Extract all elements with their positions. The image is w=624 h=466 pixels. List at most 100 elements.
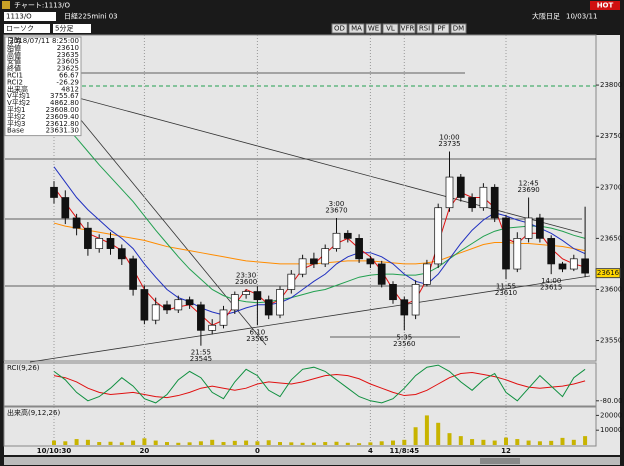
candle-body [185,299,194,306]
volume-bar [97,442,102,445]
volume-bar [255,441,260,445]
candle-body [479,186,488,209]
interval-text[interactable]: 5分足 [55,24,73,33]
volume-bar [492,440,497,445]
volume-bar [300,442,305,445]
info-label: 日時 [7,37,21,45]
trend-line [29,275,591,363]
volume-bar [571,439,576,445]
tool-button[interactable] [450,23,467,34]
info-label: 高値 [7,50,21,59]
volume-bar [504,437,508,445]
volume-bar [345,442,350,445]
candle-body [117,248,126,260]
tool-button[interactable] [382,23,399,34]
volume-bar [311,442,316,445]
annotation-price: 23545 [190,355,212,363]
candle-body [558,263,567,270]
volume-bar [187,442,192,445]
candle-body [377,263,386,285]
info-value: 23605 [57,58,79,66]
candle-body [321,248,330,265]
candle-body [95,238,104,249]
scrollbar[interactable] [4,457,620,465]
y-tick-label: -80.00 [600,397,623,405]
tool-button-label[interactable]: VFR [401,25,415,33]
symbol-input[interactable] [4,12,56,21]
tool-button[interactable] [433,23,450,34]
annotation-time: 12:45 [519,180,539,188]
volume-bar [413,427,418,445]
info-label: 安値 [7,57,21,66]
candle-body [490,186,499,219]
annotation-price: 23600 [235,278,257,286]
annotation-time: 6:10 [250,328,266,336]
info-value: 66.67 [59,72,79,80]
volume-bar [74,439,79,445]
candle-body [84,227,92,249]
tool-button[interactable] [348,23,365,34]
x-tick-label: 0 [255,447,260,455]
volume-bar [266,440,271,445]
chart-style-select[interactable] [4,24,50,33]
info-label: 始値 [7,43,21,52]
tool-button-label[interactable]: DM [453,25,464,33]
annotation-price: 23615 [540,284,562,292]
volume-bar [583,436,588,445]
tool-button-label[interactable]: VL [386,25,395,33]
info-label: RCI2 [7,78,23,86]
rci-line [53,364,586,404]
candle-body [151,304,160,321]
candle-body [174,299,183,311]
candle-body [411,284,420,316]
hot-label[interactable]: HOT [597,2,614,10]
session-date: 10/03/11 [566,13,597,21]
volume-bar [526,440,531,445]
info-label: V平均1 [7,91,30,100]
chart-style-text[interactable]: ローソク [6,25,34,33]
annotation-time: 11:55 [496,282,516,290]
volume-bar [85,439,90,445]
tool-button[interactable] [331,23,348,34]
candle-body [242,291,250,295]
main-panel [3,34,597,362]
candle-body [355,238,363,260]
y-tick-label: 23600 [600,285,622,293]
info-label: 出来高 [7,84,28,93]
tool-button-label[interactable]: OD [334,25,345,33]
info-value: 4812 [61,85,79,93]
candle-body [140,289,149,321]
tool-button-label[interactable]: PF [437,25,445,33]
candle-body [253,291,262,301]
annotation-time: 10:00 [439,134,459,142]
scroll-thumb[interactable] [480,458,520,464]
tool-button-label[interactable]: WE [368,25,379,33]
tool-button[interactable] [416,23,433,34]
hot-button[interactable] [590,1,620,10]
info-label: RCI1 [7,72,23,80]
candle-body [547,238,556,265]
candle-body [72,217,81,229]
info-label: 終値 [7,64,21,73]
volume-bar [176,442,181,445]
tool-button-label[interactable]: MA [351,25,362,33]
x-tick-label: 11/8:45 [389,447,419,455]
volume-bar [63,441,68,445]
tool-button-label[interactable]: RSI [419,25,430,33]
interval-select[interactable] [53,24,91,33]
last-price-label: 23616 [597,269,620,277]
symbol-text[interactable]: 1113/O [6,13,32,21]
tool-button[interactable] [365,23,382,34]
panel-title: RCI(9,26) [7,364,40,372]
app-icon [2,1,10,9]
candle-body [208,324,217,331]
volume-bar [458,436,463,445]
info-value: 23610 [57,44,79,52]
candle-body [536,217,544,239]
annotation-time: 23:30 [236,271,256,279]
annotation-price: 23565 [246,335,268,343]
volume-bar [357,443,362,445]
candle-body [569,258,578,270]
tool-button[interactable] [399,23,416,34]
volume-bar [278,442,282,445]
